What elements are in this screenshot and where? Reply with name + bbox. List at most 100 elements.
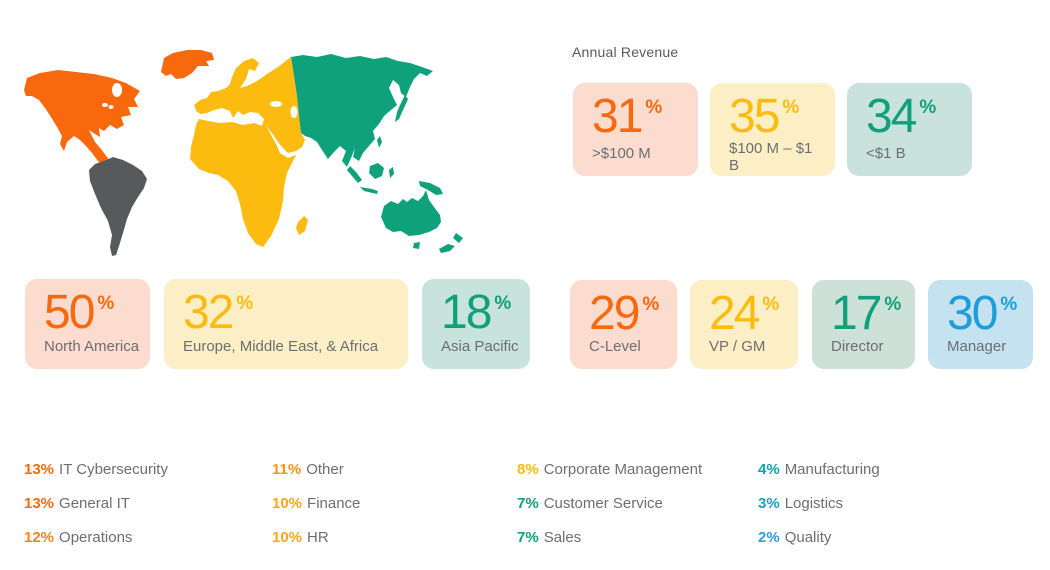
legend-label: HR — [307, 528, 329, 546]
legend-pct: 8% — [517, 460, 539, 478]
legend-item-other: 11% Other — [272, 461, 517, 478]
madagascar-shape — [296, 216, 308, 235]
north-america-shape — [24, 70, 140, 174]
new-zealand-south-shape — [439, 244, 455, 253]
legend-label: General IT — [59, 494, 130, 512]
legend-pct: 2% — [758, 528, 780, 546]
department-legend: 13% IT Cybersecurity 13% General IT 12% Ope… — [24, 452, 880, 554]
percent-sign: % — [919, 97, 937, 118]
legend-item-quality: 2% Quality — [758, 529, 880, 546]
map-inland-seas — [102, 83, 298, 118]
stat-value-row: 30% — [947, 290, 1023, 338]
legend-pct: 10% — [272, 494, 303, 512]
percent-sign: % — [645, 97, 663, 118]
british-isles-shape — [218, 90, 226, 102]
world-map — [24, 50, 463, 256]
revenue-card-100m-1b: 35% $100 M – $1 B — [710, 83, 835, 176]
annual-revenue-title: Annual Revenue — [572, 44, 679, 60]
region-asia-pacific — [291, 54, 463, 253]
stat-value-row: 35% — [729, 93, 825, 141]
stat-label: North America — [44, 337, 140, 355]
percent-sign: % — [782, 97, 800, 118]
percent-sign: % — [884, 294, 902, 315]
legend-label: Customer Service — [543, 494, 663, 512]
stat-value: 18 — [441, 286, 492, 339]
legend-label: Other — [306, 460, 344, 478]
legend-item-logistics: 3% Logistics — [758, 495, 880, 512]
java-shape — [360, 187, 378, 194]
sumatra-shape — [347, 166, 362, 183]
legend-item-manufacturing: 4% Manufacturing — [758, 461, 880, 478]
stat-label: Manager — [947, 337, 1007, 355]
legend-label: Logistics — [784, 494, 844, 512]
percent-sign: % — [236, 293, 254, 314]
percent-sign: % — [494, 293, 512, 314]
stat-label: <$1 B — [866, 144, 906, 162]
stat-value-row: 34% — [866, 93, 962, 141]
japan-shape — [395, 95, 408, 122]
legend-pct: 12% — [24, 528, 55, 546]
legend-pct: 10% — [272, 528, 303, 546]
percent-sign: % — [1000, 294, 1018, 315]
stat-value: 24 — [709, 287, 760, 340]
hudson-bay — [112, 83, 122, 97]
legend-item-general-it: 13% General IT — [24, 495, 272, 512]
stat-value: 50 — [44, 286, 95, 339]
stat-value: 34 — [866, 90, 917, 143]
legend-label: Operations — [59, 528, 133, 546]
legend-item-it-cybersecurity: 13% IT Cybersecurity — [24, 461, 272, 478]
stat-value: 32 — [183, 286, 234, 339]
percent-sign: % — [97, 293, 115, 314]
stat-value-row: 32% — [183, 289, 398, 337]
asia-shape — [291, 54, 433, 167]
legend-pct: 7% — [517, 494, 539, 512]
stat-label: >$100 M — [592, 144, 651, 162]
stat-value-row: 29% — [589, 290, 667, 338]
stat-value: 31 — [592, 90, 643, 143]
legend-label: Manufacturing — [784, 460, 880, 478]
caspian-sea — [290, 106, 298, 118]
legend-item-corporate-management: 8% Corporate Management — [517, 461, 758, 478]
great-lakes-2 — [108, 105, 114, 109]
stat-value-row: 17% — [831, 290, 905, 338]
legend-pct: 7% — [517, 528, 539, 546]
legend-item-customer-service: 7% Customer Service — [517, 495, 758, 512]
ireland-shape — [212, 97, 217, 103]
sulawesi-shape — [389, 167, 394, 178]
south-america-shape — [89, 157, 147, 256]
legend-label: Quality — [784, 528, 832, 546]
stat-value: 30 — [947, 287, 998, 340]
greenland-shape — [161, 50, 214, 79]
legend-pct: 13% — [24, 494, 55, 512]
region-card-emea: 32% Europe, Middle East, & Africa — [164, 279, 408, 369]
percent-sign: % — [762, 294, 780, 315]
new-zealand-north-shape — [453, 233, 463, 243]
stat-label: Director — [831, 337, 884, 355]
stat-value: 29 — [589, 287, 640, 340]
percent-sign: % — [642, 294, 660, 315]
revenue-card-gt100m: 31% >$100 M — [573, 83, 698, 176]
region-emea — [190, 57, 308, 247]
title-card-vp-gm: 24% VP / GM — [690, 280, 798, 369]
stat-value-row: 18% — [441, 289, 520, 337]
legend-item-hr: 10% HR — [272, 529, 517, 546]
stat-label: Asia Pacific — [441, 337, 519, 355]
borneo-shape — [369, 163, 384, 179]
legend-label: Corporate Management — [543, 460, 703, 478]
stat-label: Europe, Middle East, & Africa — [183, 337, 379, 355]
legend-pct: 11% — [272, 460, 302, 478]
stat-value-row: 50% — [44, 289, 140, 337]
legend-pct: 13% — [24, 460, 55, 478]
title-card-c-level: 29% C-Level — [570, 280, 677, 369]
great-lakes — [102, 103, 108, 107]
new-guinea-shape — [419, 181, 443, 195]
title-card-manager: 30% Manager — [928, 280, 1033, 369]
black-sea — [270, 101, 282, 107]
legend-pct: 3% — [758, 494, 780, 512]
europe-africa-middle-east-shape — [190, 57, 305, 247]
region-card-north-america: 50% North America — [25, 279, 150, 369]
legend-item-sales: 7% Sales — [517, 529, 758, 546]
stat-label: VP / GM — [709, 337, 766, 355]
stat-value-row: 31% — [592, 93, 688, 141]
